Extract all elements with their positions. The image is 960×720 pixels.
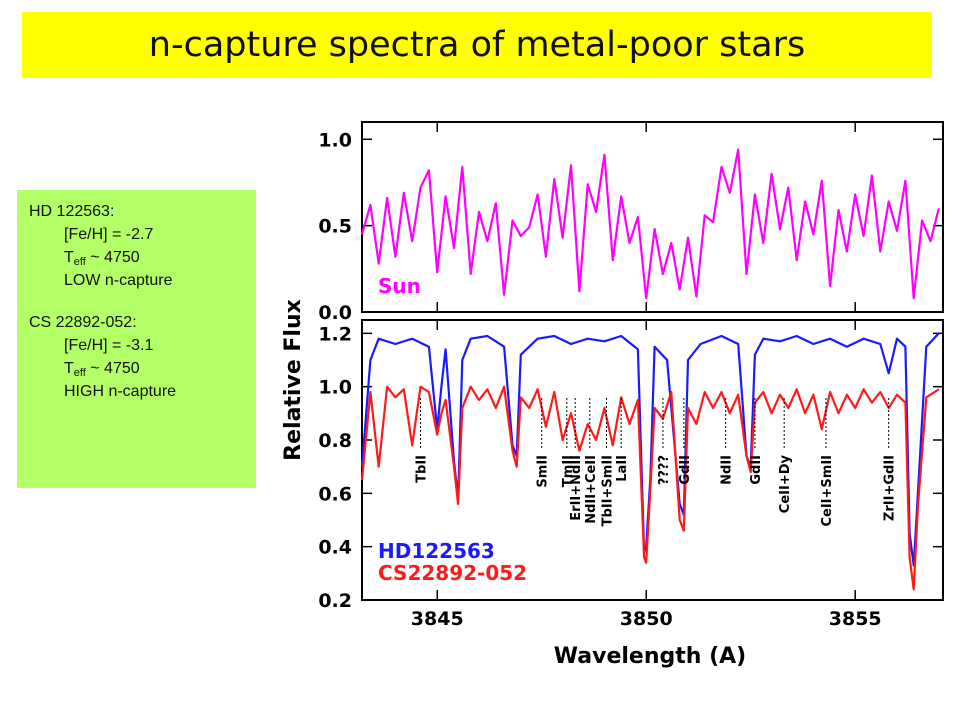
y-tick-label: 1.2 bbox=[318, 323, 352, 345]
star2-teff-symbol: T bbox=[64, 360, 74, 377]
star2-teff-value: ~ 4750 bbox=[85, 360, 140, 377]
sun-label: Sun bbox=[378, 274, 421, 298]
series-hd122563 bbox=[360, 332, 940, 567]
star2-class: HIGH n-capture bbox=[64, 383, 177, 400]
line-id-label: NdII bbox=[720, 455, 735, 485]
line-id-label: TbII bbox=[415, 455, 430, 483]
y-tick-label: 0.0 bbox=[318, 302, 352, 324]
star2-teff: Teff ~ 4750 bbox=[29, 357, 244, 380]
top-panel: 0.0 0.5 1.0 bbox=[318, 121, 944, 324]
line-id-label: NdII+CeII bbox=[584, 455, 599, 524]
y-tick-label: 0.5 bbox=[318, 216, 352, 238]
line-id-label: LaII bbox=[615, 455, 630, 482]
series-sun bbox=[360, 148, 940, 300]
y-axis-label: Relative Flux bbox=[281, 299, 306, 461]
line-id-label: TmII bbox=[561, 455, 576, 487]
star1-teff-symbol: T bbox=[64, 249, 74, 266]
star1-feh: [Fe/H] = -2.7 bbox=[64, 226, 154, 243]
x-axis-label: Wavelength (A) bbox=[554, 644, 746, 669]
star2-feh: [Fe/H] = -3.1 bbox=[64, 337, 154, 354]
y-tick-label: 0.6 bbox=[318, 483, 352, 505]
x-tick-label: 3850 bbox=[620, 608, 673, 630]
line-id-label: SmII bbox=[536, 455, 551, 488]
line-id-label: ErII+NdII bbox=[569, 455, 584, 521]
legend-cs22892: CS22892-052 bbox=[378, 561, 527, 585]
slide-title: n-capture spectra of metal-poor stars bbox=[148, 25, 806, 65]
y-tick-label: 0.8 bbox=[318, 430, 352, 452]
y-tick-label: 1.0 bbox=[318, 129, 352, 151]
line-id-label: ???? bbox=[657, 455, 672, 485]
panel-frame bbox=[361, 121, 944, 313]
star1-teff-value: ~ 4750 bbox=[85, 249, 140, 266]
line-id-label: GdII bbox=[749, 455, 764, 485]
star2-teff-sub: eff bbox=[73, 367, 86, 379]
star1-teff-sub: eff bbox=[73, 256, 86, 268]
y-tick-label: 0.4 bbox=[318, 537, 352, 559]
star2-name: CS 22892-052: bbox=[29, 314, 137, 331]
legend-hd122563: HD122563 bbox=[378, 539, 495, 563]
star1-name: HD 122563: bbox=[29, 203, 115, 220]
title-bar: n-capture spectra of metal-poor stars bbox=[22, 12, 932, 78]
bottom-panel: 0.2 0.4 0.6 0.8 1.0 1.2 3845 3850 3855 TbII SmII Tm… bbox=[318, 319, 944, 630]
y-tick-label: 1.0 bbox=[318, 377, 352, 399]
x-tick-label: 3855 bbox=[829, 608, 882, 630]
line-id-label: TbII+SmII bbox=[601, 455, 616, 526]
star1-class: LOW n-capture bbox=[64, 272, 173, 289]
line-id-label: CeII+Dy bbox=[778, 454, 793, 513]
line-id-label: ZrII+GdII bbox=[883, 455, 898, 521]
y-tick-label: 0.2 bbox=[318, 590, 352, 612]
line-id-label: GdII bbox=[678, 455, 693, 485]
star-info-box: HD 122563: [Fe/H] = -2.7 Teff ~ 4750 LOW… bbox=[17, 190, 256, 488]
line-id-label: CeII+SmII bbox=[820, 455, 835, 527]
star1-teff: Teff ~ 4750 bbox=[29, 246, 244, 269]
series-cs22892-052 bbox=[360, 385, 940, 591]
x-tick-label: 3845 bbox=[411, 608, 464, 630]
